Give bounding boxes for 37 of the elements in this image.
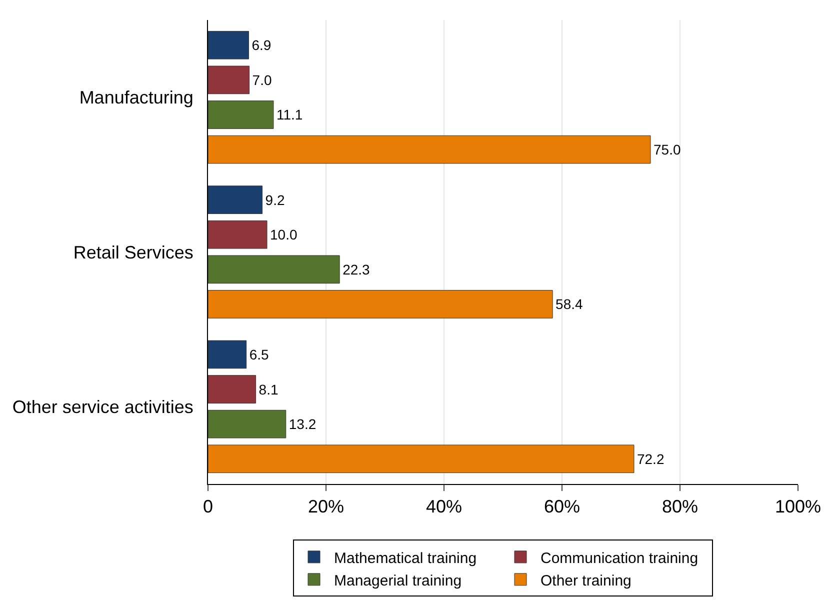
- y-tick-label: Retail Services: [73, 242, 204, 262]
- bar: [208, 30, 249, 60]
- x-tick-label: 20%: [308, 496, 344, 517]
- bar: [208, 100, 274, 129]
- legend-label: Managerial training: [334, 572, 462, 590]
- data-label: 10.0: [270, 226, 298, 243]
- legend-label: Other training: [540, 572, 632, 590]
- x-tick-label: 0: [202, 496, 214, 517]
- x-tick-label: 100%: [774, 496, 822, 517]
- bar: [208, 66, 250, 94]
- data-label: 6.5: [249, 346, 270, 362]
- bar: [208, 340, 247, 369]
- data-label: 22.3: [342, 261, 370, 278]
- bar: [208, 255, 340, 284]
- data-label: 75.0: [654, 142, 681, 158]
- x-tick-label: 40%: [426, 496, 462, 517]
- data-label: 9.2: [265, 192, 285, 208]
- legend-label: Mathematical training: [334, 550, 477, 567]
- data-label: 11.1: [276, 106, 303, 123]
- bar: [208, 135, 651, 164]
- data-label: 6.9: [252, 37, 272, 54]
- bar: [208, 444, 634, 474]
- data-label: 8.1: [258, 381, 278, 398]
- data-label: 58.4: [556, 296, 584, 312]
- y-tick-label: Other service activities: [12, 396, 204, 417]
- bar: [208, 375, 256, 404]
- data-label: 13.2: [288, 416, 316, 432]
- bar: [208, 290, 553, 318]
- legend-label: Communication training: [540, 550, 698, 567]
- data-label: 7.0: [252, 72, 272, 88]
- x-tick-label: 60%: [544, 496, 580, 517]
- x-tick-label: 80%: [662, 496, 698, 517]
- bar: [208, 220, 268, 249]
- data-label: 72.2: [636, 450, 664, 467]
- bar: [208, 186, 263, 214]
- y-tick-label: Manufacturing: [79, 88, 204, 108]
- bar: [208, 410, 286, 438]
